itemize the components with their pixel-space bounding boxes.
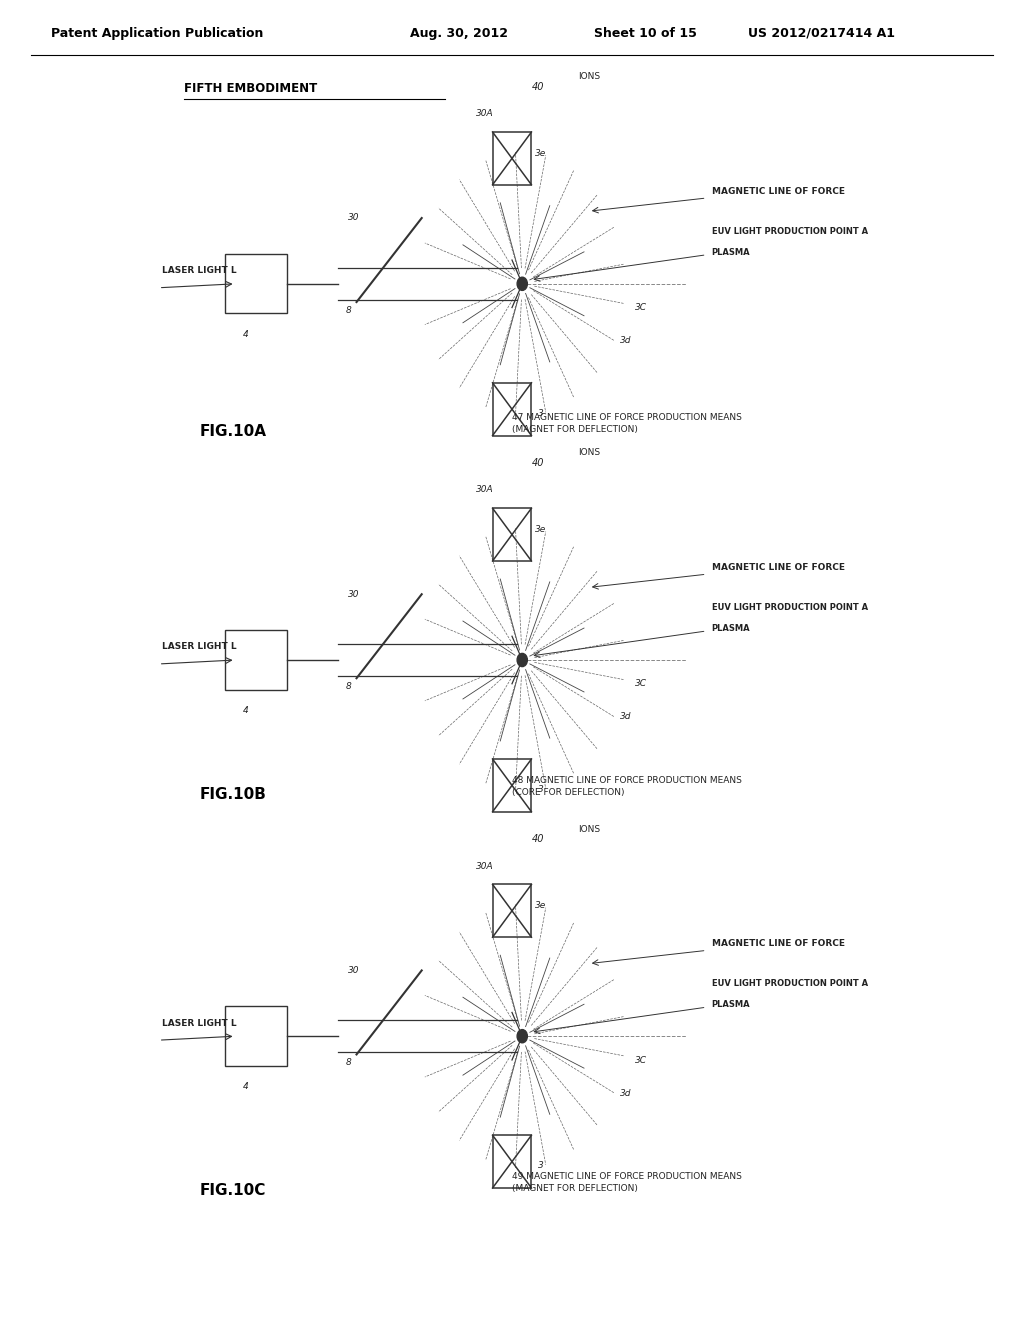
Text: 4: 4 <box>243 1082 249 1092</box>
Text: 3C: 3C <box>635 680 647 689</box>
Text: 3e: 3e <box>535 149 546 158</box>
Text: 3: 3 <box>538 1162 544 1171</box>
Text: 40: 40 <box>531 834 544 845</box>
Bar <box>493 759 531 812</box>
Text: 8: 8 <box>345 682 351 692</box>
Text: 3d: 3d <box>620 337 631 346</box>
Text: 47 MAGNETIC LINE OF FORCE PRODUCTION MEANS
(MAGNET FOR DEFLECTION): 47 MAGNETIC LINE OF FORCE PRODUCTION MEA… <box>512 413 741 434</box>
Text: 30: 30 <box>347 966 359 975</box>
Text: Aug. 30, 2012: Aug. 30, 2012 <box>410 26 508 40</box>
Text: 8: 8 <box>345 306 351 315</box>
Text: IONS: IONS <box>579 449 601 458</box>
Text: FIG.10C: FIG.10C <box>200 1183 266 1197</box>
Text: 3: 3 <box>538 785 544 795</box>
Text: FIG.10B: FIG.10B <box>200 787 266 801</box>
Text: 3e: 3e <box>535 902 546 911</box>
Text: IONS: IONS <box>579 73 601 82</box>
Text: MAGNETIC LINE OF FORCE: MAGNETIC LINE OF FORCE <box>712 187 845 197</box>
Text: EUV LIGHT PRODUCTION POINT A: EUV LIGHT PRODUCTION POINT A <box>712 603 867 612</box>
Text: US 2012/0217414 A1: US 2012/0217414 A1 <box>748 26 895 40</box>
Text: EUV LIGHT PRODUCTION POINT A: EUV LIGHT PRODUCTION POINT A <box>712 979 867 989</box>
Bar <box>493 132 531 185</box>
Text: FIFTH EMBODIMENT: FIFTH EMBODIMENT <box>184 82 317 95</box>
Bar <box>493 508 531 561</box>
Text: 3e: 3e <box>535 525 546 535</box>
Circle shape <box>517 277 527 290</box>
Text: MAGNETIC LINE OF FORCE: MAGNETIC LINE OF FORCE <box>712 564 845 573</box>
Text: 30: 30 <box>347 214 359 223</box>
Text: 3d: 3d <box>620 1089 631 1098</box>
Text: 8: 8 <box>345 1059 351 1068</box>
Circle shape <box>517 1030 527 1043</box>
Text: MAGNETIC LINE OF FORCE: MAGNETIC LINE OF FORCE <box>712 940 845 949</box>
Text: 40: 40 <box>531 458 544 469</box>
Text: 3d: 3d <box>620 713 631 722</box>
Circle shape <box>517 653 527 667</box>
Text: Sheet 10 of 15: Sheet 10 of 15 <box>594 26 696 40</box>
Text: Patent Application Publication: Patent Application Publication <box>51 26 263 40</box>
Text: 3C: 3C <box>635 1056 647 1065</box>
Text: PLASMA: PLASMA <box>712 1001 751 1010</box>
Text: 3C: 3C <box>635 304 647 313</box>
Text: 3: 3 <box>538 409 544 418</box>
Text: LASER LIGHT L: LASER LIGHT L <box>163 643 237 652</box>
Text: 40: 40 <box>531 82 544 92</box>
Text: 4: 4 <box>243 706 249 715</box>
Text: 30: 30 <box>347 590 359 599</box>
Text: 30A: 30A <box>476 110 494 119</box>
Text: 30A: 30A <box>476 486 494 495</box>
Text: 30A: 30A <box>476 862 494 871</box>
Bar <box>493 1135 531 1188</box>
Text: LASER LIGHT L: LASER LIGHT L <box>163 267 237 276</box>
Bar <box>493 884 531 937</box>
Bar <box>493 383 531 436</box>
Bar <box>225 253 287 313</box>
Text: PLASMA: PLASMA <box>712 248 751 257</box>
Text: 4: 4 <box>243 330 249 339</box>
Bar <box>225 631 287 689</box>
Bar <box>225 1006 287 1067</box>
Text: LASER LIGHT L: LASER LIGHT L <box>163 1019 237 1028</box>
Text: PLASMA: PLASMA <box>712 624 751 634</box>
Text: 48 MAGNETIC LINE OF FORCE PRODUCTION MEANS
(CORE FOR DEFLECTION): 48 MAGNETIC LINE OF FORCE PRODUCTION MEA… <box>512 776 741 797</box>
Text: FIG.10A: FIG.10A <box>200 424 266 438</box>
Text: 49 MAGNETIC LINE OF FORCE PRODUCTION MEANS
(MAGNET FOR DEFLECTION): 49 MAGNETIC LINE OF FORCE PRODUCTION MEA… <box>512 1172 741 1193</box>
Text: IONS: IONS <box>579 825 601 834</box>
Text: EUV LIGHT PRODUCTION POINT A: EUV LIGHT PRODUCTION POINT A <box>712 227 867 236</box>
